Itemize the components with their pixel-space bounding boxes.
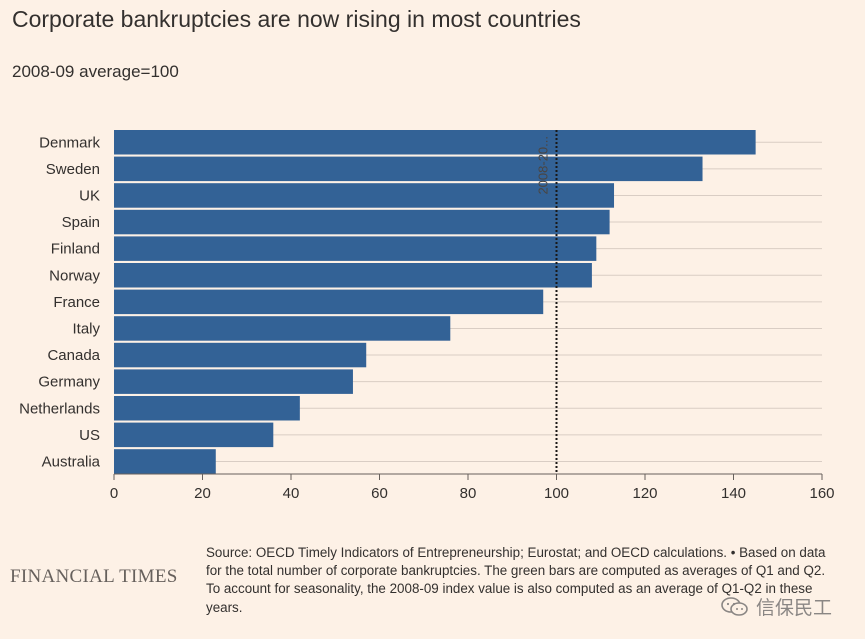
x-tick-label: 40	[283, 485, 300, 502]
category-label: Norway	[49, 267, 100, 284]
x-tick-label: 120	[632, 485, 657, 502]
x-tick-label: 80	[460, 485, 477, 502]
category-label: Sweden	[46, 161, 100, 178]
category-label: France	[53, 294, 100, 311]
financial-times-logo: FINANCIAL TIMES	[10, 566, 178, 587]
category-label: UK	[79, 187, 100, 204]
x-tick-label: 140	[721, 485, 746, 502]
bar-finland	[114, 236, 597, 261]
category-label: Canada	[47, 347, 100, 364]
watermark: 信保民工	[720, 593, 832, 620]
wechat-icon	[721, 596, 748, 616]
bar-germany	[114, 369, 353, 394]
category-label: Germany	[38, 374, 100, 391]
bar-australia	[114, 449, 216, 474]
category-label: Finland	[51, 241, 100, 258]
x-tick-label: 100	[544, 485, 569, 502]
x-axis: 0 20 40 60 80 100 120 140 160	[110, 473, 835, 502]
bar-italy	[114, 316, 451, 341]
x-tick-label: 60	[371, 485, 388, 502]
category-label: Denmark	[39, 134, 100, 151]
bars	[114, 130, 756, 474]
bar-us	[114, 422, 274, 448]
category-labels: Denmark Sweden UK Spain Finland Norway France I…	[19, 134, 101, 470]
chart-title: Corporate bankruptcies are now rising in…	[12, 6, 581, 32]
bar-sweden	[114, 156, 703, 182]
bar-spain	[114, 209, 610, 235]
bar-uk	[114, 183, 615, 208]
bar-norway	[114, 263, 592, 288]
x-tick-label: 0	[110, 485, 118, 502]
x-tick-label: 20	[194, 485, 211, 502]
bar-denmark	[114, 130, 756, 155]
source-note: Source: OECD Timely Indicators of Entrep…	[206, 545, 826, 615]
bar-chart: 2008-20... 0 20 40 60 80 100 120 140 160 Denmark…	[19, 130, 835, 502]
category-label: Spain	[62, 214, 100, 231]
category-label: US	[79, 427, 100, 444]
reference-line-label: 2008-20...	[536, 136, 551, 195]
watermark-text: 信保民工	[756, 598, 833, 619]
category-label: Netherlands	[19, 400, 100, 417]
chart-subtitle: 2008-09 average=100	[12, 62, 179, 81]
reference-line-group: 2008-20...	[536, 130, 558, 474]
bar-france	[114, 289, 544, 315]
bar-netherlands	[114, 396, 300, 421]
x-tick-label: 160	[809, 485, 834, 502]
category-label: Australia	[42, 453, 101, 470]
category-label: Italy	[72, 320, 100, 337]
bar-canada	[114, 342, 367, 368]
